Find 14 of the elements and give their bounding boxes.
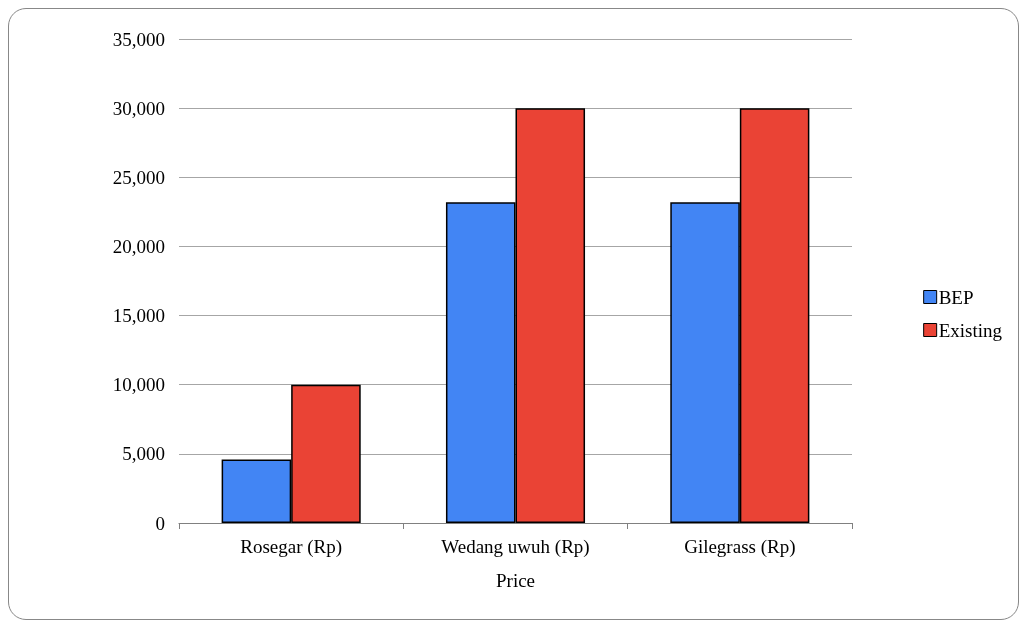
y-tick-label: 10,000 — [112, 374, 165, 396]
x-tick-label: Gilegrass (Rp) — [684, 536, 796, 558]
y-tick-label: 15,000 — [112, 305, 165, 327]
y-tick-label: 0 — [155, 512, 165, 534]
y-tick-label: 35,000 — [112, 28, 165, 50]
legend-label: BEP — [938, 286, 974, 308]
y-tick-label: 25,000 — [112, 166, 165, 188]
y-tick-label: 5,000 — [122, 443, 165, 465]
legend-label: Existing — [938, 319, 1003, 341]
x-axis-title: Price — [495, 570, 536, 591]
x-tick-label: Rosegar (Rp) — [240, 536, 343, 558]
x-tick-label: Wedang uwuh (Rp) — [441, 536, 590, 558]
y-tick-label: 30,000 — [112, 97, 165, 119]
y-tick-label: 20,000 — [112, 235, 165, 257]
